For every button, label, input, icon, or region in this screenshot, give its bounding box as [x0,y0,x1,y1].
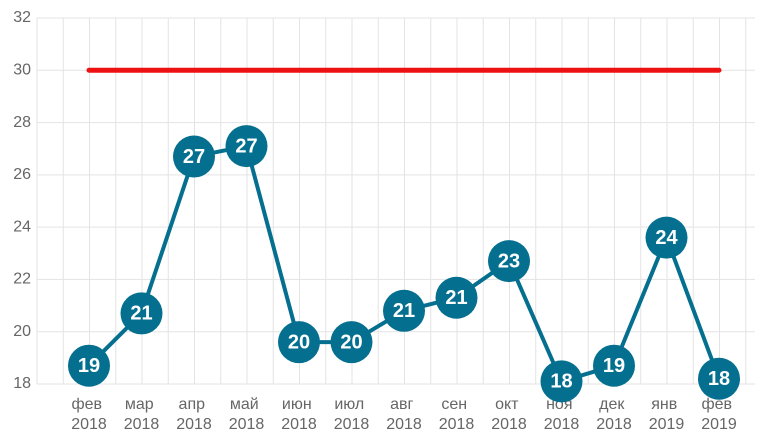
data-label: 24 [655,227,678,249]
marker [593,344,635,387]
x-tick-label: янв 2019 [649,396,685,433]
marker [68,344,110,387]
x-tick-label: июл 2018 [334,396,370,433]
y-tick-label: 30 [13,62,31,79]
marker [435,276,478,319]
x-tick-label: мар 2018 [124,396,160,433]
marker [540,360,583,403]
data-label: 27 [183,146,205,168]
marker [698,357,740,400]
y-tick-label: 26 [13,166,31,183]
y-tick-label: 28 [13,114,31,131]
data-label: 21 [393,300,415,322]
x-tick-label: май 2018 [229,396,265,433]
marker [173,135,215,178]
x-tick-label: окт 2018 [491,396,527,433]
data-label: 18 [708,368,730,390]
x-tick-label: дек 2018 [596,396,632,433]
x-tick-label: авг 2018 [386,396,422,433]
y-tick-label: 18 [13,375,31,392]
x-tick-label: фев 2019 [701,396,737,433]
data-label: 20 [340,331,362,353]
y-tick-label: 32 [13,9,31,26]
x-tick-label: апр 2018 [176,396,212,433]
y-tick-label: 24 [13,218,31,235]
x-tick-label: сен 2018 [439,396,475,433]
marker [645,216,688,259]
x-tick-label: июн 2018 [281,396,317,433]
marker [225,125,268,168]
marker [383,289,425,332]
data-label: 19 [603,355,625,377]
marker [120,292,163,335]
data-label: 27 [235,135,257,157]
y-tick-label: 22 [13,271,31,288]
x-tick-label: фев 2018 [71,396,107,433]
grid [36,17,755,385]
data-label: 20 [288,331,310,353]
data-label: 21 [130,303,152,325]
y-tick-label: 20 [13,323,31,340]
data-label: 23 [498,250,520,272]
marker [330,321,373,364]
data-label: 19 [78,355,100,377]
data-label: 18 [550,371,572,393]
data-label: 21 [445,287,467,309]
marker [278,321,320,364]
marker [488,240,530,283]
